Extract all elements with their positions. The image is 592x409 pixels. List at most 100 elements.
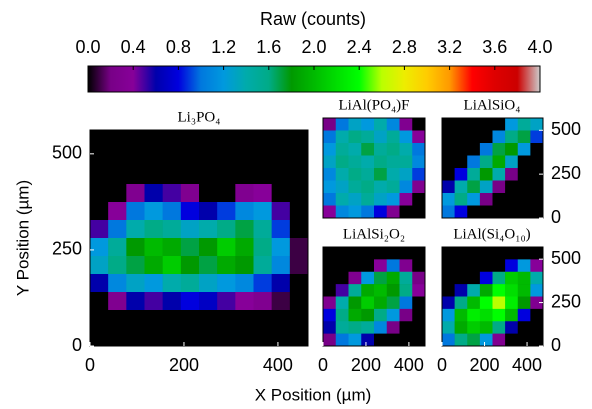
heatmap-cell — [253, 130, 272, 149]
heatmap-cell — [271, 148, 291, 167]
heatmap-cell — [144, 310, 163, 329]
heatmap-cell — [505, 168, 519, 181]
heatmap-cell — [108, 256, 127, 275]
heatmap-cell — [348, 321, 362, 334]
heatmap-cell — [144, 148, 163, 167]
heatmap-cell — [517, 180, 531, 194]
heatmap-cell — [323, 321, 337, 334]
heatmap-cell — [479, 296, 493, 310]
heatmap-cell — [271, 220, 291, 239]
heatmap-cell — [271, 184, 291, 203]
heatmap-cell — [323, 130, 337, 144]
heatmap-cell — [180, 184, 200, 203]
heatmap-cell — [323, 271, 337, 285]
heatmap-cell — [492, 180, 506, 194]
panel-title: LiAl(PO₄)F — [338, 97, 409, 113]
heatmap-cell — [530, 321, 544, 334]
heatmap-cell — [454, 321, 468, 334]
heatmap-cell — [289, 166, 309, 185]
heatmap-cell — [517, 193, 531, 206]
heatmap-cell — [361, 143, 375, 156]
colorbar-tick-label: 0.0 — [75, 37, 100, 57]
heatmap-cell — [335, 308, 349, 322]
heatmap-cell — [442, 284, 455, 297]
heatmap-cell — [199, 274, 218, 293]
heatmap-cell — [271, 274, 291, 293]
heatmap-cell — [253, 184, 272, 203]
heatmap-cell — [442, 130, 455, 144]
heatmap-cell — [348, 247, 362, 260]
heatmap-cell — [399, 259, 413, 273]
heatmap-cell — [467, 259, 481, 273]
heatmap-cell — [126, 166, 145, 185]
heatmap-cell — [253, 148, 272, 167]
x-tick-label: 0 — [437, 355, 447, 375]
heatmap-cell — [323, 308, 337, 322]
heatmap-cell — [144, 328, 163, 347]
heatmap-cell — [467, 284, 481, 297]
heatmap-cell — [386, 296, 400, 310]
heatmap-cell — [361, 259, 375, 273]
heatmap-cell — [217, 166, 236, 185]
heatmap-cell — [454, 143, 468, 156]
heatmap-cell — [348, 284, 362, 297]
colorbar-tick-label: 1.2 — [211, 37, 236, 57]
heatmap-cell — [361, 321, 375, 334]
y-tick-label: 0 — [72, 335, 82, 355]
heatmap-cell — [126, 202, 145, 221]
heatmap-cell — [361, 284, 375, 297]
heatmap-cell — [162, 166, 182, 185]
heatmap — [442, 118, 544, 219]
panel-frame — [441, 117, 544, 219]
heatmap-cell — [479, 118, 493, 131]
heatmap-cell — [335, 180, 349, 194]
heatmap-cell — [335, 143, 349, 156]
heatmap-cell — [144, 202, 163, 221]
heatmap-cell — [289, 328, 309, 347]
heatmap-cell — [108, 202, 127, 221]
heatmap-cell — [217, 220, 236, 239]
heatmap-cell — [492, 259, 506, 273]
heatmap-cell — [253, 292, 272, 311]
heatmap-cell — [335, 118, 349, 131]
heatmap-cell — [399, 321, 413, 334]
heatmap-cell — [399, 284, 413, 297]
heatmap-cell — [399, 271, 413, 285]
heatmap-cell — [530, 193, 544, 206]
heatmap-cell — [442, 180, 455, 194]
heatmap-cell — [361, 296, 375, 310]
panel-title: Li₃PO₄ — [178, 109, 221, 125]
heatmap-cell — [162, 292, 182, 311]
heatmap-cell — [530, 155, 544, 169]
heatmap-cell — [348, 333, 362, 347]
heatmap-cell — [253, 202, 272, 221]
heatmap-cell — [454, 284, 468, 297]
y-tick-label: 250 — [52, 239, 82, 259]
heatmap-cell — [454, 118, 468, 131]
heatmap-cell — [467, 333, 481, 347]
heatmap-cell — [442, 205, 455, 219]
x-tick-label: 400 — [394, 355, 424, 375]
heatmap — [442, 247, 544, 347]
heatmap-cell — [517, 284, 531, 297]
panel-title: LiAlSiO₄ — [464, 97, 521, 113]
heatmap-cell — [235, 148, 254, 167]
heatmap-cell — [90, 148, 109, 167]
panel-frame — [322, 246, 426, 347]
panel-title: LiAlSi₂O₂ — [343, 226, 405, 242]
heatmap-cell — [517, 271, 531, 285]
heatmap-cell — [399, 168, 413, 181]
heatmap-cell — [517, 333, 531, 347]
heatmap-cell — [454, 155, 468, 169]
heatmap-cell — [348, 118, 362, 131]
heatmap-cell — [361, 205, 375, 219]
heatmap-cell — [361, 193, 375, 206]
heatmap-cell — [289, 202, 309, 221]
heatmap-cell — [374, 155, 388, 169]
heatmap-cell — [253, 220, 272, 239]
heatmap-cell — [442, 296, 455, 310]
heatmap-cell — [412, 168, 426, 181]
heatmap-cell — [374, 205, 388, 219]
x-tick-label: 200 — [351, 355, 381, 375]
